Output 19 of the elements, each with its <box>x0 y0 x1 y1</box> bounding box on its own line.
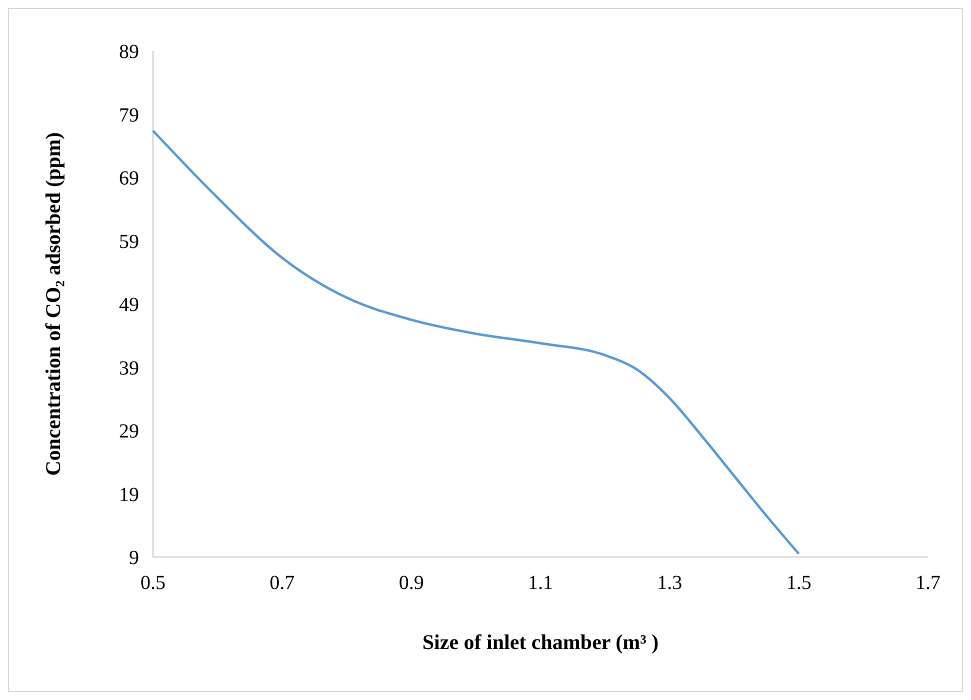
x-tick-label: 1.5 <box>786 572 812 594</box>
x-tick-label: 0.5 <box>140 572 166 594</box>
x-tick-label: 0.9 <box>398 572 424 594</box>
x-tick-label: 1.3 <box>657 572 682 594</box>
y-axis-title: Concentration of CO₂ adsorbed (ppm) <box>41 132 65 476</box>
y-tick-label: 49 <box>119 294 139 316</box>
y-tick-label: 89 <box>119 41 139 63</box>
x-tick-label: 0.7 <box>270 572 295 594</box>
x-axis-title: Size of inlet chamber (m³ ) <box>422 630 659 654</box>
y-tick-label: 19 <box>119 484 139 506</box>
x-tick-label: 1.1 <box>528 572 553 594</box>
y-tick-label: 59 <box>119 230 139 253</box>
line-series <box>152 129 800 556</box>
y-tick-label: 69 <box>119 168 139 190</box>
x-tick-label: 1.7 <box>916 572 940 594</box>
y-tick-label: 29 <box>119 420 139 442</box>
y-tick-label: 79 <box>119 104 139 126</box>
y-tick-label: 39 <box>119 357 139 380</box>
y-tick-label: 9 <box>129 547 139 569</box>
